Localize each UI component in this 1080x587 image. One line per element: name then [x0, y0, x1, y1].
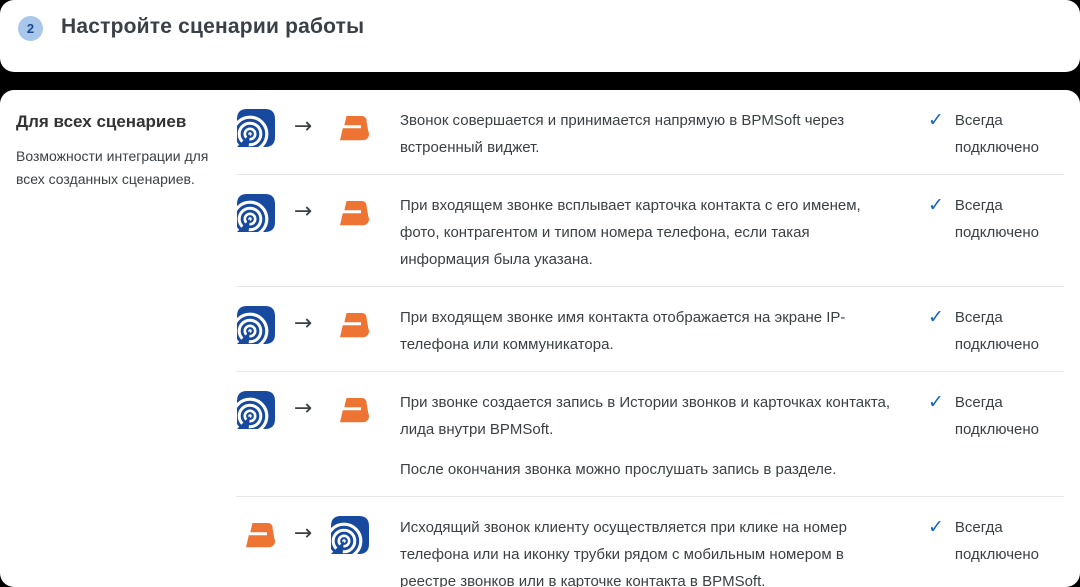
scenarios-intro: Для всех сценариев Возможности интеграци…	[16, 90, 236, 587]
bpmsoft-logo-icon	[340, 398, 369, 423]
arrow-right-icon: →	[293, 396, 313, 421]
scenario-description: Исходящий звонок клиенту осуществляется …	[400, 514, 912, 587]
telephony-logo-icon	[236, 108, 276, 148]
check-icon: ✓	[928, 109, 944, 131]
check-icon: ✓	[928, 516, 944, 538]
page-title: Настройте сценарии работы	[61, 15, 365, 38]
connection-status: ✓ Всегда подключено	[928, 389, 1064, 443]
scenario-text: При входящем звонке имя контакта отображ…	[400, 309, 846, 353]
bpmsoft-logo-icon	[246, 523, 275, 548]
telephony-logo-icon	[236, 390, 276, 430]
telephony-logo-icon	[236, 193, 276, 233]
scenario-row: → Звонок совершается и принимается напря…	[236, 90, 1064, 174]
scenario-text: При входящем звонке всплывает карточка к…	[400, 197, 861, 268]
bpmsoft-logo-icon	[340, 201, 369, 226]
status-label: Всегда подключено	[954, 394, 1039, 438]
integration-direction: →	[236, 304, 400, 345]
check-icon: ✓	[928, 391, 944, 413]
connection-status: ✓ Всегда подключено	[928, 107, 1064, 161]
scenario-row: → При входящем звонке имя контакта отобр…	[236, 286, 1064, 371]
step-number-badge: 2	[18, 16, 43, 41]
scenario-text: После окончания звонка можно прослушать …	[400, 461, 837, 478]
scenario-description: При входящем звонке имя контакта отображ…	[400, 304, 912, 358]
scenario-text: Исходящий звонок клиенту осуществляется …	[400, 519, 847, 587]
scenarios-card: Для всех сценариев Возможности интеграци…	[0, 90, 1080, 587]
connection-status: ✓ Всегда подключено	[928, 304, 1064, 358]
bpmsoft-logo-icon	[340, 313, 369, 338]
integration-direction: →	[236, 107, 400, 148]
step-header-card: 2 Настройте сценарии работы	[0, 0, 1080, 72]
arrow-right-icon: →	[293, 521, 313, 546]
status-label: Всегда подключено	[954, 112, 1039, 156]
connection-status: ✓ Всегда подключено	[928, 514, 1064, 568]
integration-direction: →	[236, 514, 400, 555]
arrow-right-icon: →	[293, 311, 313, 336]
telephony-logo-icon	[236, 305, 276, 345]
scenario-list: → Звонок совершается и принимается напря…	[236, 90, 1064, 587]
scenario-description: Звонок совершается и принимается напряму…	[400, 107, 912, 161]
status-label: Всегда подключено	[954, 309, 1039, 353]
check-icon: ✓	[928, 306, 944, 328]
scenario-row: → Исходящий звонок клиенту осуществляетс…	[236, 496, 1064, 587]
scenario-row: → При входящем звонке всплывает карточка…	[236, 174, 1064, 286]
section-description: Возможности интеграции для всех созданны…	[16, 148, 209, 187]
scenario-text: При звонке создается запись в Истории зв…	[400, 394, 891, 438]
status-label: Всегда подключено	[954, 197, 1039, 241]
scenario-text: Звонок совершается и принимается напряму…	[400, 112, 845, 156]
integration-direction: →	[236, 389, 400, 430]
arrow-right-icon: →	[293, 199, 313, 224]
scenario-row: → При звонке создается запись в Истории …	[236, 371, 1064, 496]
section-title: Для всех сценариев	[16, 112, 187, 131]
check-icon: ✓	[928, 194, 944, 216]
arrow-right-icon: →	[293, 114, 313, 139]
bpmsoft-logo-icon	[340, 116, 369, 141]
connection-status: ✓ Всегда подключено	[928, 192, 1064, 246]
status-label: Всегда подключено	[954, 519, 1039, 563]
integration-direction: →	[236, 192, 400, 233]
scenario-description: При звонке создается запись в Истории зв…	[400, 389, 912, 483]
telephony-logo-icon	[330, 515, 370, 555]
scenario-description: При входящем звонке всплывает карточка к…	[400, 192, 912, 273]
